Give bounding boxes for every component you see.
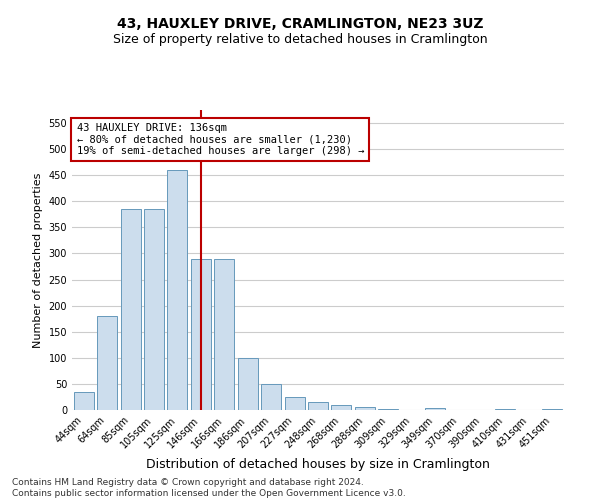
Bar [238, 358, 257, 410]
Bar [167, 170, 187, 410]
Bar [144, 209, 164, 410]
Bar [97, 316, 117, 410]
Bar [425, 408, 445, 410]
Bar [121, 209, 140, 410]
Text: Contains HM Land Registry data © Crown copyright and database right 2024.
Contai: Contains HM Land Registry data © Crown c… [12, 478, 406, 498]
Bar [214, 258, 234, 410]
Bar [308, 402, 328, 410]
Y-axis label: Number of detached properties: Number of detached properties [33, 172, 43, 348]
Bar [355, 408, 375, 410]
Bar [261, 384, 281, 410]
Text: Size of property relative to detached houses in Cramlington: Size of property relative to detached ho… [113, 32, 487, 46]
Text: 43, HAUXLEY DRIVE, CRAMLINGTON, NE23 3UZ: 43, HAUXLEY DRIVE, CRAMLINGTON, NE23 3UZ [117, 18, 483, 32]
Bar [331, 405, 352, 410]
Text: 43 HAUXLEY DRIVE: 136sqm
← 80% of detached houses are smaller (1,230)
19% of sem: 43 HAUXLEY DRIVE: 136sqm ← 80% of detach… [77, 123, 364, 156]
Bar [74, 392, 94, 410]
Bar [191, 258, 211, 410]
Bar [284, 397, 305, 410]
X-axis label: Distribution of detached houses by size in Cramlington: Distribution of detached houses by size … [146, 458, 490, 471]
